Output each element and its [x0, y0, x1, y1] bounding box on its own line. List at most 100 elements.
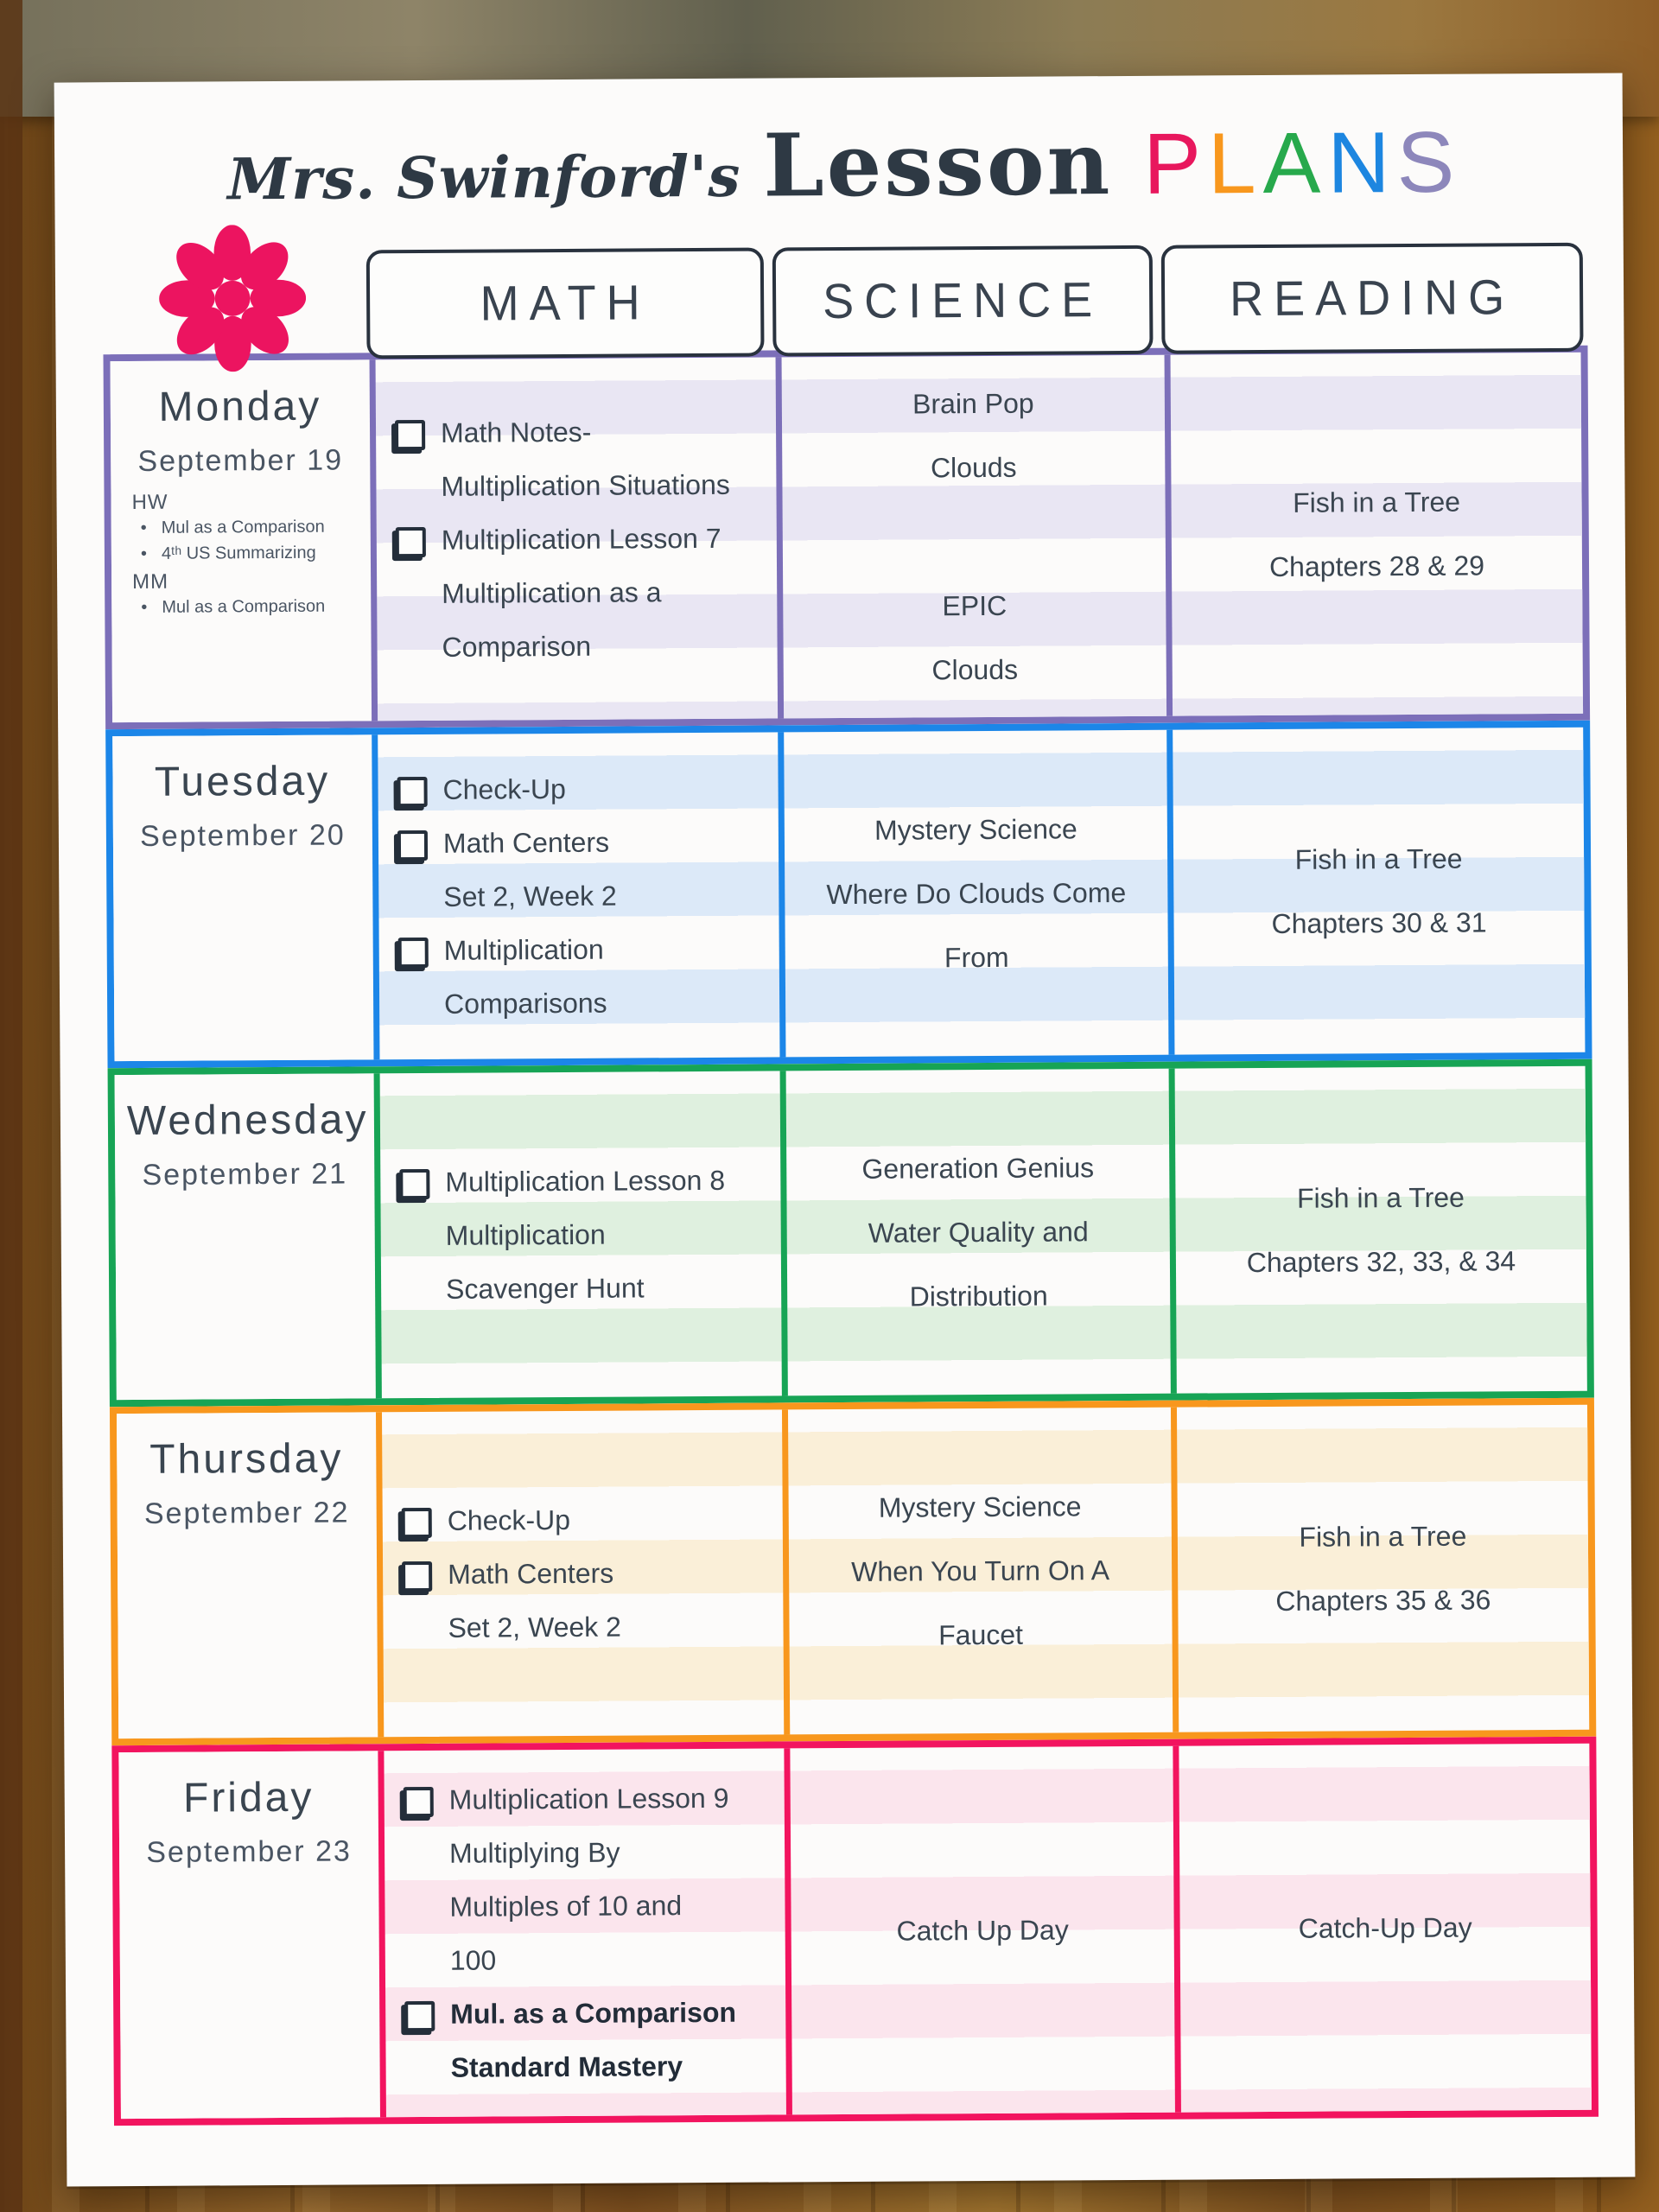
science-entry-line: Where Do Clouds Come [826, 877, 1127, 911]
reading-entry-line: Fish in a Tree [1294, 842, 1463, 875]
checkbox-icon [399, 1168, 430, 1200]
math-cell: Check-Up Math Centers Set 2, Week 2 Multipl… [372, 732, 780, 1060]
task-text-line: Math Centers [448, 1557, 614, 1590]
title-plans-letter: L [1207, 115, 1263, 213]
checkbox-icon [402, 1560, 433, 1592]
reading-entry-line: Fish in a Tree [1296, 1181, 1465, 1214]
science-entry-line: Catch Up Day [896, 1914, 1069, 1947]
flower-icon [103, 224, 363, 372]
reading-entry-line: Fish in a Tree [1299, 1520, 1467, 1553]
science-entry-line: Clouds [930, 451, 1017, 484]
table-row-friday: Friday September 23 Multiplication Lesson … [111, 1736, 1599, 2126]
science-entry-line: When You Turn On A [851, 1554, 1110, 1587]
task-text-line: Comparison [442, 630, 592, 663]
task-text-line: Multiplying By [448, 1836, 620, 1869]
task-text-line: Math Notes- [440, 416, 592, 448]
title-lesson-word: Lesson [762, 112, 1113, 217]
task-text-line: Comparisons [443, 987, 607, 1020]
science-entry-line: Mystery Science [878, 1491, 1082, 1523]
task-item: Math Centers Set 2, Week 2 [391, 815, 767, 925]
reading-cell: Fish in a Tree Chapters 35 & 36 [1170, 1404, 1590, 1732]
math-cell: Math Notes- Multiplication Situations Mult… [369, 357, 779, 721]
science-entry-line: Mystery Science [874, 813, 1077, 846]
checkbox-icon [404, 2000, 435, 2032]
math-cell: Multiplication Lesson 9 Multiplying By Mul… [378, 1748, 786, 2118]
task-text-line: Math Centers [442, 826, 610, 859]
science-cell: Mystery Science Where Do Clouds Come From [778, 729, 1169, 1058]
task-lines: Math Centers Set 2, Week 2 [448, 1547, 621, 1655]
day-cell: Wednesday September 21 [114, 1073, 376, 1401]
notes-section-label: HW [131, 490, 168, 515]
task-item: Multiplication Lesson 7 Multiplication as… [389, 512, 766, 675]
reading-entry-line: Fish in a Tree [1293, 486, 1461, 518]
table-row-monday: Monday September 19 HW Mul as a Comparison 4… [103, 345, 1591, 730]
task-item: Mul. as a Comparison Standard Mastery [397, 1986, 774, 2095]
task-item: Multiplication Lesson 8 Multiplication Sca… [392, 1154, 769, 1317]
column-header-reading-label: READING [1229, 270, 1516, 327]
title-plans: PLANS [1143, 113, 1462, 214]
task-text-line: Scavenger Hunt [446, 1272, 645, 1305]
science-entry-line: EPIC [942, 589, 1007, 622]
day-name: Thursday [149, 1435, 344, 1483]
science-cell: Mystery Science When You Turn On A Faucet [781, 1407, 1173, 1735]
task-text-line: Multiplication Lesson 7 [441, 522, 721, 556]
table-row-wednesday: Wednesday September 21 Multiplication Less… [107, 1058, 1594, 1408]
day-name: Friday [182, 1774, 315, 1821]
day-name: Wednesday [126, 1096, 369, 1145]
task-text-line: Multiplication Lesson 8 [445, 1164, 726, 1198]
note-item: 4ᵗʰ US Summarizing [132, 539, 359, 567]
checkbox-icon [394, 419, 426, 451]
day-cell: Friday September 23 [118, 1751, 380, 2120]
task-lines: Check-Up [442, 762, 566, 817]
task-text-line: Multiples of 10 and [449, 1890, 683, 1923]
checkbox-icon [403, 1786, 434, 1818]
table-row-thursday: Thursday September 22 Check-Up Math Centers… [109, 1397, 1597, 1746]
title-teacher-name: Mrs. Swinford's [226, 142, 741, 213]
day-date: September 19 [137, 443, 344, 478]
task-lines: Check-Up [448, 1493, 571, 1548]
reading-entry-line: Chapters 35 & 36 [1275, 1584, 1491, 1617]
checkbox-icon [395, 526, 426, 558]
reading-cell: Catch-Up Day [1173, 1743, 1592, 2113]
notes-section-label: MM [132, 569, 169, 594]
task-text-line: Check-Up [447, 1503, 571, 1536]
task-text-line: 100 [449, 1944, 497, 1976]
task-text-line: Multiplication [445, 1218, 606, 1251]
note-item: Mul as a Comparison [132, 593, 359, 620]
task-text-line: Set 2, Week 2 [448, 1611, 622, 1643]
column-header-reading: READING [1160, 242, 1584, 354]
day-date: September 20 [139, 818, 346, 853]
homework-notes: HW Mul as a Comparison 4ᵗʰ US SummarizingM… [123, 489, 359, 620]
task-item: Math Notes- Multiplication Situations [388, 404, 765, 514]
reading-entry-line: Chapters 30 & 31 [1271, 906, 1487, 939]
title-plans-letter: S [1396, 113, 1462, 212]
task-lines: Math Centers Set 2, Week 2 [443, 816, 617, 924]
science-entry-line: Distribution [909, 1280, 1048, 1313]
column-header-science: SCIENCE [772, 245, 1154, 357]
science-entry-line: Water Quality and [868, 1216, 1089, 1249]
reading-cell: Fish in a Tree Chapters 30 & 31 [1166, 727, 1586, 1055]
checkbox-icon [397, 830, 429, 861]
math-cell: Check-Up Math Centers Set 2, Week 2 [375, 1409, 785, 1738]
reading-cell: Fish in a Tree Chapters 32, 33, & 34 [1168, 1065, 1587, 1394]
task-item: Math Centers Set 2, Week 2 [395, 1546, 772, 1656]
task-item: Check-Up [390, 761, 766, 817]
day-date: September 23 [146, 1834, 353, 1869]
task-text-line: Multiplication as a [442, 576, 662, 609]
task-lines: Multiplication Lesson 9 Multiplying By Mul… [449, 1771, 730, 1987]
day-name: Monday [158, 383, 322, 430]
column-header-math-label: MATH [480, 275, 651, 332]
task-text-line: Check-Up [442, 772, 566, 805]
task-text-line: Multiplication Lesson 9 [448, 1782, 729, 1815]
title-plans-letter: N [1326, 114, 1397, 212]
day-cell: Thursday September 22 [116, 1412, 378, 1739]
task-lines: Math Notes- Multiplication Situations [441, 404, 730, 513]
task-lines: Multiplication Lesson 7 Multiplication as… [442, 512, 722, 674]
day-cell: Tuesday September 20 [112, 734, 374, 1062]
page-title: Mrs. Swinford's Lesson PLANS [102, 110, 1587, 220]
column-header-math: MATH [365, 247, 765, 359]
checkbox-icon [397, 776, 428, 808]
flower-icon-svg [159, 225, 307, 372]
science-cell: Catch Up Day [784, 1745, 1175, 2115]
